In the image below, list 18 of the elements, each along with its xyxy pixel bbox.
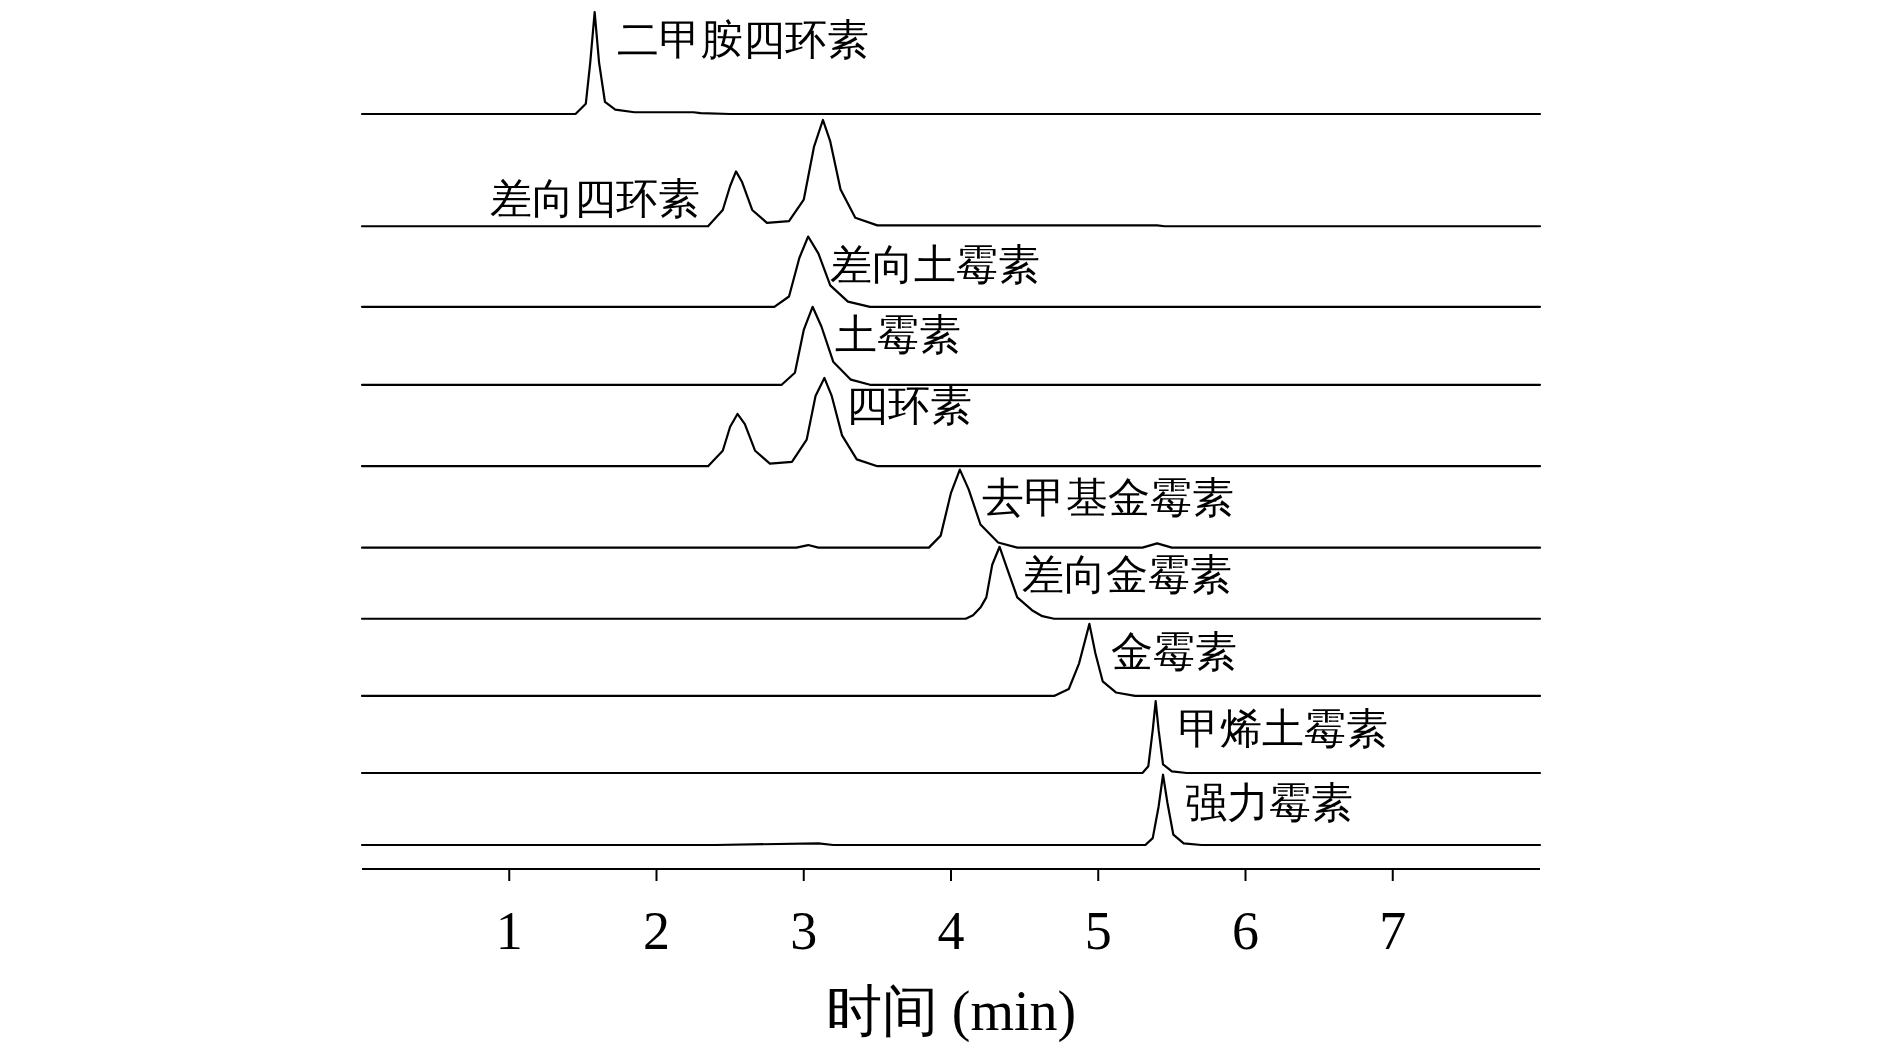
- annotation: 差向土霉素: [830, 241, 1041, 288]
- x-tick-label: 6: [1232, 901, 1259, 961]
- annotation: 二甲胺四环素: [616, 17, 869, 63]
- x-tick-label: 2: [643, 901, 670, 961]
- x-tick-label: 1: [495, 901, 523, 961]
- annotation: 去甲基金霉素: [981, 474, 1234, 521]
- x-tick-label: 7: [1379, 901, 1407, 961]
- annotation: 土霉素: [834, 311, 961, 358]
- x-axis-title: 时间 (min): [825, 980, 1077, 1043]
- x-tick-label: 3: [790, 901, 818, 961]
- annotation: 差向四环素: [490, 176, 701, 223]
- annotation: 差向金霉素: [1021, 551, 1232, 598]
- annotation: 四环素: [846, 382, 973, 429]
- x-tick-label: 5: [1084, 901, 1112, 961]
- x-tick-label: 4: [937, 901, 965, 961]
- annotation: 金霉素: [1111, 628, 1238, 675]
- annotation: 甲烯土霉素: [1177, 706, 1388, 753]
- annotation: 强力霉素: [1185, 779, 1354, 826]
